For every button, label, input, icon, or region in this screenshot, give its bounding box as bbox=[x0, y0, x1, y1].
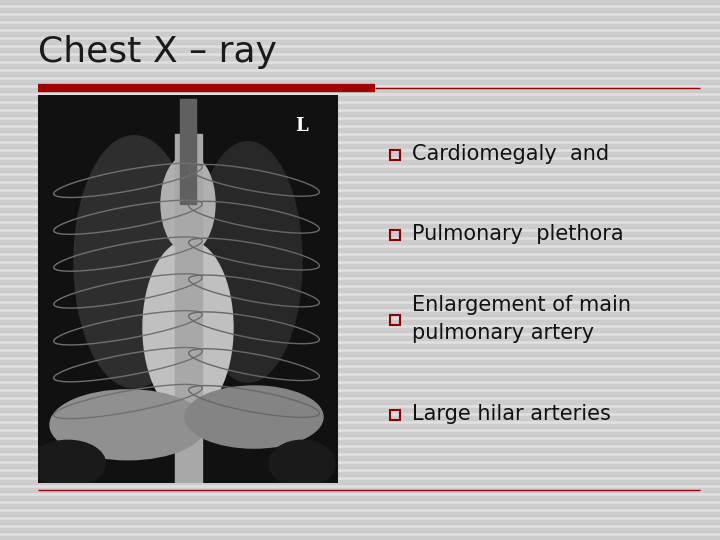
Bar bbox=[0, 504, 720, 508]
Bar bbox=[0, 104, 720, 108]
Bar bbox=[0, 304, 720, 308]
Text: Cardiomegaly  and: Cardiomegaly and bbox=[412, 144, 609, 164]
Ellipse shape bbox=[269, 440, 335, 487]
Bar bbox=[0, 232, 720, 236]
Bar bbox=[0, 208, 720, 212]
Bar bbox=[0, 64, 720, 68]
Bar bbox=[0, 520, 720, 524]
Bar bbox=[174, 134, 202, 483]
Bar bbox=[0, 88, 720, 92]
Bar bbox=[0, 408, 720, 412]
Bar bbox=[390, 315, 400, 325]
Bar bbox=[0, 32, 720, 36]
Bar bbox=[0, 536, 720, 540]
Bar bbox=[0, 152, 720, 156]
Bar bbox=[0, 112, 720, 116]
Bar bbox=[0, 0, 720, 4]
Bar bbox=[0, 360, 720, 364]
Bar bbox=[0, 320, 720, 324]
Bar bbox=[0, 296, 720, 300]
Bar bbox=[0, 376, 720, 380]
Bar bbox=[390, 410, 400, 420]
Bar bbox=[0, 472, 720, 476]
Bar bbox=[0, 440, 720, 444]
Bar bbox=[0, 40, 720, 44]
Bar bbox=[0, 312, 720, 316]
Bar bbox=[0, 512, 720, 516]
Bar bbox=[0, 464, 720, 468]
Bar bbox=[0, 336, 720, 340]
Bar bbox=[0, 448, 720, 452]
Bar bbox=[0, 368, 720, 372]
Bar bbox=[0, 136, 720, 140]
Bar bbox=[0, 120, 720, 124]
Bar bbox=[0, 400, 720, 404]
Bar bbox=[0, 424, 720, 428]
Bar bbox=[390, 150, 400, 160]
Ellipse shape bbox=[185, 386, 323, 448]
Text: Pulmonary  plethora: Pulmonary plethora bbox=[412, 224, 624, 244]
Bar bbox=[0, 272, 720, 276]
Bar bbox=[0, 144, 720, 148]
Bar bbox=[0, 128, 720, 132]
Text: Chest X – ray: Chest X – ray bbox=[38, 35, 277, 69]
Ellipse shape bbox=[143, 240, 233, 415]
Bar bbox=[0, 432, 720, 436]
Bar bbox=[0, 176, 720, 180]
Bar bbox=[0, 72, 720, 76]
Bar bbox=[0, 192, 720, 196]
Bar bbox=[0, 56, 720, 60]
Bar bbox=[0, 496, 720, 500]
Bar bbox=[0, 96, 720, 100]
Bar bbox=[0, 80, 720, 84]
Bar bbox=[0, 384, 720, 388]
Bar bbox=[0, 528, 720, 532]
Bar bbox=[0, 16, 720, 20]
Ellipse shape bbox=[30, 440, 106, 487]
Bar bbox=[0, 280, 720, 284]
Bar bbox=[0, 256, 720, 260]
Bar bbox=[0, 24, 720, 28]
Bar bbox=[0, 328, 720, 332]
Bar bbox=[0, 48, 720, 52]
Ellipse shape bbox=[74, 136, 194, 388]
Bar bbox=[0, 456, 720, 460]
Bar bbox=[0, 264, 720, 268]
Bar bbox=[0, 488, 720, 492]
Text: Large hilar arteries: Large hilar arteries bbox=[412, 404, 611, 424]
Bar bbox=[0, 184, 720, 188]
Bar bbox=[0, 248, 720, 252]
Bar bbox=[0, 216, 720, 220]
Bar bbox=[0, 8, 720, 12]
Bar bbox=[0, 240, 720, 244]
Bar bbox=[0, 160, 720, 164]
Text: Enlargement of main
pulmonary artery: Enlargement of main pulmonary artery bbox=[412, 295, 631, 343]
Bar bbox=[0, 416, 720, 420]
Bar bbox=[0, 352, 720, 356]
Ellipse shape bbox=[50, 390, 206, 460]
Bar bbox=[0, 224, 720, 228]
Bar bbox=[0, 344, 720, 348]
Bar bbox=[0, 392, 720, 396]
Bar bbox=[0, 168, 720, 172]
Ellipse shape bbox=[161, 155, 215, 252]
Bar bbox=[180, 99, 196, 204]
Ellipse shape bbox=[194, 141, 302, 382]
Bar bbox=[390, 230, 400, 240]
Bar bbox=[0, 480, 720, 484]
Text: L: L bbox=[296, 117, 308, 135]
Bar bbox=[0, 200, 720, 204]
Bar bbox=[0, 288, 720, 292]
